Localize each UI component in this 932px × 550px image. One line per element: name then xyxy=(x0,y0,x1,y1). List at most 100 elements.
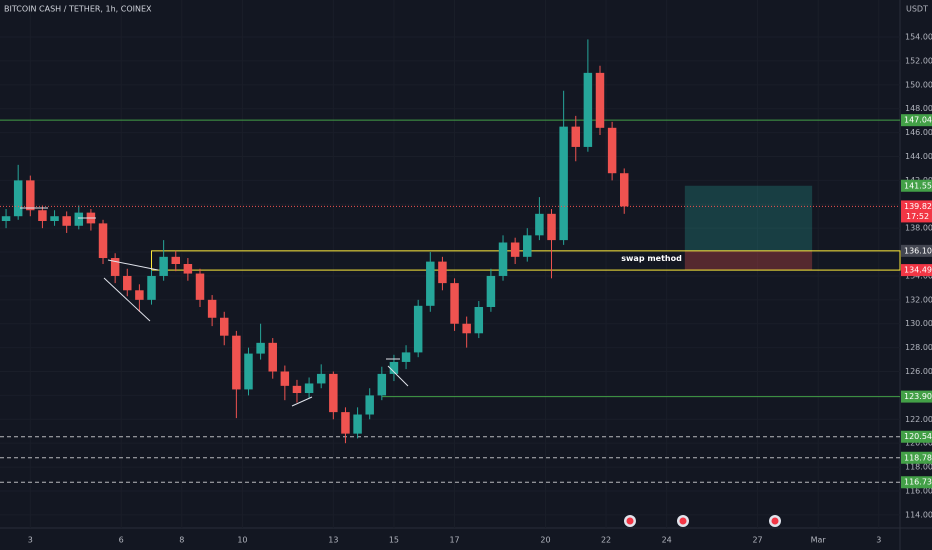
candle-body xyxy=(110,258,120,276)
event-icon xyxy=(626,517,634,525)
y-tick-label: 128.00 xyxy=(905,343,932,352)
price-label-box xyxy=(901,200,932,223)
y-tick-label: 130.00 xyxy=(905,319,932,328)
candle-body xyxy=(377,373,387,396)
candle-body xyxy=(62,216,71,226)
candle-body xyxy=(583,72,593,147)
countdown: 17:52 xyxy=(906,212,929,221)
candle-body xyxy=(292,385,302,394)
candle-body xyxy=(195,273,205,300)
x-tick-label: 3 xyxy=(28,536,33,545)
y-tick-label: 152.00 xyxy=(905,56,932,65)
y-tick-label: 120.00 xyxy=(905,439,932,448)
candle-body xyxy=(135,290,144,300)
candle-body xyxy=(123,275,132,291)
zone-label: swap method xyxy=(621,254,682,263)
chart-title: BITCOIN CASH / TETHER, 1h, COINEX xyxy=(4,5,152,14)
candle-body xyxy=(426,261,435,306)
x-tick-label: 17 xyxy=(449,536,459,545)
candle-body xyxy=(498,242,508,276)
candle-body xyxy=(207,299,217,318)
trendline xyxy=(107,259,159,271)
candle-body xyxy=(1,216,11,221)
candle-body xyxy=(171,256,180,264)
candle-body xyxy=(256,342,265,354)
currency-label: USDT xyxy=(906,5,928,14)
candle-body xyxy=(607,127,617,174)
x-tick-label: Mar xyxy=(811,536,827,545)
candle-body xyxy=(232,335,241,390)
event-icons xyxy=(624,515,781,527)
candle-body xyxy=(510,242,520,257)
candle-body xyxy=(304,383,314,394)
event-icon xyxy=(679,517,687,525)
plot xyxy=(0,39,901,483)
trendline xyxy=(291,396,313,407)
position-target xyxy=(684,185,813,251)
candle-body xyxy=(474,307,484,334)
price-label-box xyxy=(901,451,932,464)
x-tick-label: 6 xyxy=(119,536,124,545)
event-icon xyxy=(771,517,779,525)
y-tick-label: 114.00 xyxy=(905,510,932,519)
y-tick-label: 126.00 xyxy=(905,367,932,376)
candle-body xyxy=(486,275,496,308)
candle-body xyxy=(280,371,290,386)
trendline xyxy=(387,365,409,387)
price-label: 134.49 xyxy=(904,266,932,275)
candle-body xyxy=(13,180,23,217)
candle-body xyxy=(147,275,156,300)
candle-body xyxy=(523,235,532,257)
candle-body xyxy=(389,361,399,374)
candle-body xyxy=(268,342,277,372)
candle-body xyxy=(438,261,447,284)
y-tick-label: 118.00 xyxy=(905,463,932,472)
candle-body xyxy=(571,126,580,147)
candle-body xyxy=(38,210,47,221)
price-label: 136.10 xyxy=(904,246,932,255)
price-label-box xyxy=(901,244,932,257)
candle-body xyxy=(329,373,338,413)
candle-body xyxy=(413,305,423,353)
price-label-box xyxy=(901,179,932,192)
candle-body xyxy=(401,352,411,362)
candle-body xyxy=(26,180,35,211)
price-label: 141.55 xyxy=(904,181,932,190)
candle-body xyxy=(535,213,544,236)
y-tick-label: 146.00 xyxy=(905,128,932,137)
trendline xyxy=(103,277,151,322)
price-label: 123.90 xyxy=(904,392,932,401)
x-tick-label: 10 xyxy=(237,536,247,545)
candle-body xyxy=(341,412,350,434)
candle-body xyxy=(595,72,605,128)
price-label: 120.54 xyxy=(904,432,932,441)
trendlines xyxy=(20,207,409,407)
candle-body xyxy=(50,216,59,221)
y-tick-label: 144.00 xyxy=(905,152,932,161)
price-label: 116.73 xyxy=(904,478,932,487)
y-tick-label: 148.00 xyxy=(905,104,932,113)
x-tick-label: 8 xyxy=(179,536,184,545)
candle-body xyxy=(365,395,374,415)
x-tick-label: 3 xyxy=(876,536,881,545)
y-tick-label: 138.00 xyxy=(905,224,932,233)
price-label: 118.78 xyxy=(904,453,932,462)
price-label-box xyxy=(901,390,932,403)
candle-body xyxy=(353,414,362,434)
candle-body xyxy=(547,213,556,241)
y-tick-label: 150.00 xyxy=(905,80,932,89)
candle-body xyxy=(74,212,84,226)
price-label: 139.82 xyxy=(904,202,932,211)
y-tick-label: 154.00 xyxy=(905,33,932,42)
x-tick-label: 24 xyxy=(662,536,672,545)
y-tick-label: 122.00 xyxy=(905,415,932,424)
candle-body xyxy=(620,173,629,207)
candle-body xyxy=(159,256,168,276)
candle-body xyxy=(220,317,229,336)
y-tick-label: 116.00 xyxy=(905,486,932,495)
x-tick-label: 15 xyxy=(389,536,399,545)
candle-body xyxy=(183,264,193,274)
